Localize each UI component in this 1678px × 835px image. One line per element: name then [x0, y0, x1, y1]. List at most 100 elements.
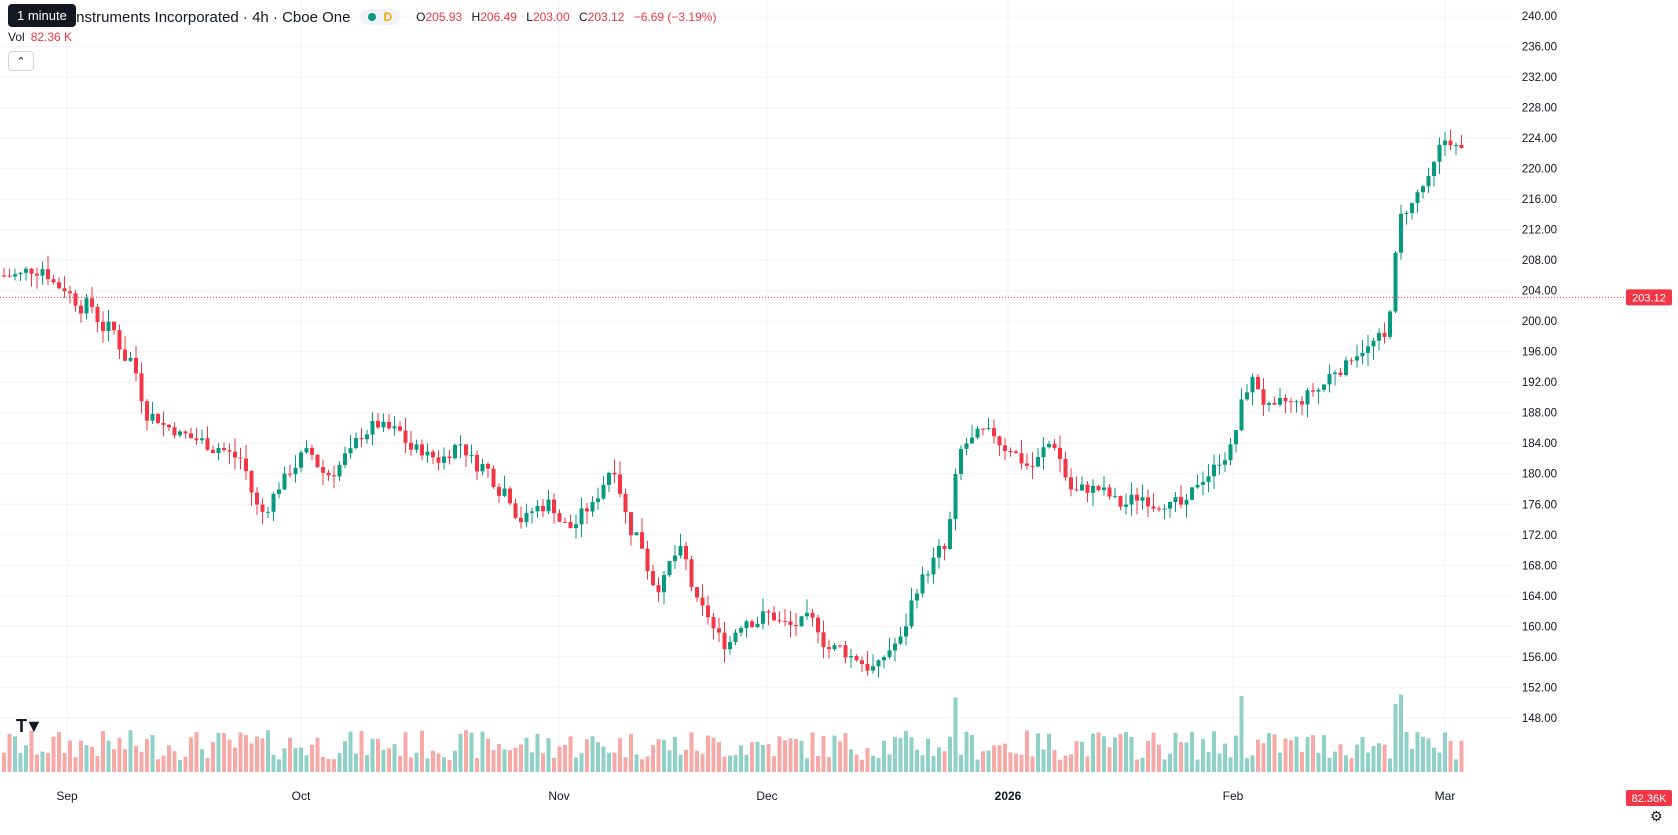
volume-bar	[469, 732, 474, 772]
candle-body	[128, 357, 133, 361]
volume-bar	[761, 744, 765, 772]
candle-body	[755, 623, 760, 627]
gear-icon[interactable]: ⚙	[1650, 808, 1663, 824]
tradingview-logo-icon[interactable]: T▼	[16, 716, 43, 736]
candle-body	[420, 444, 424, 456]
volume-bar	[1069, 754, 1073, 772]
symbol-title[interactable]: Instruments Incorporated · 4h · Cboe One	[72, 8, 351, 26]
candle-body	[194, 438, 199, 441]
candle-body	[607, 472, 611, 485]
volume-bar	[524, 737, 529, 772]
candle-body	[827, 647, 831, 650]
volume-bar	[282, 748, 287, 772]
candle-body	[249, 471, 254, 493]
volume-bar	[931, 755, 936, 772]
volume-bar	[255, 736, 259, 772]
candle-body	[398, 426, 402, 431]
volume-bar	[1124, 731, 1128, 772]
volume-bar	[183, 756, 188, 772]
volume-bar	[1245, 758, 1249, 772]
candle-body	[2, 275, 6, 277]
volume-bar	[326, 759, 331, 772]
candle-body	[794, 625, 798, 627]
candle-body	[552, 499, 556, 514]
volume-bar	[1107, 747, 1112, 772]
market-status[interactable]: D	[360, 9, 401, 25]
volume-bar	[975, 759, 980, 772]
candle-body	[656, 585, 661, 593]
volume-bar	[981, 751, 985, 772]
volume-bar	[1349, 758, 1354, 772]
volume-bar	[805, 758, 809, 772]
candle-body	[343, 453, 347, 465]
volume-bar	[123, 749, 127, 772]
candle-body	[205, 438, 210, 450]
volume-bar	[222, 733, 226, 772]
candle-body	[1036, 457, 1040, 467]
volume-bar	[370, 738, 375, 772]
candle-body	[1223, 460, 1227, 465]
volume-bar	[871, 755, 875, 772]
candle-body	[46, 269, 50, 280]
price-axis[interactable]: 240.00 236.00 232.00 228.00 224.00 220.00 216.…	[1522, 11, 1557, 725]
volume-bar	[1432, 747, 1436, 772]
volume-bar	[711, 737, 716, 772]
candle-body	[546, 499, 551, 512]
volume-bar	[1036, 733, 1040, 772]
candle-body	[1019, 453, 1024, 464]
price-tick-label: 220.00	[1522, 164, 1557, 176]
candle-body	[1393, 252, 1398, 312]
candle-body	[590, 501, 595, 512]
volume-bar	[1047, 733, 1051, 772]
price-tick-label: 152.00	[1522, 682, 1557, 694]
price-tick-label: 180.00	[1522, 469, 1557, 481]
volume-bar	[194, 732, 199, 772]
collapse-legend-button[interactable]: ⌃	[8, 51, 34, 71]
volume-bar	[1212, 731, 1216, 772]
volume-bar	[1283, 738, 1288, 772]
candle-body	[1047, 443, 1051, 448]
candle-body	[1415, 192, 1420, 203]
volume-bar	[1344, 755, 1348, 772]
candle-body	[1140, 497, 1145, 501]
candle-body	[304, 448, 309, 453]
candle-body	[51, 279, 56, 283]
candle-body	[1426, 176, 1431, 187]
candle-body	[1322, 384, 1326, 390]
candle-body	[73, 293, 78, 306]
candle-body	[1267, 402, 1271, 405]
candle-body	[1085, 484, 1090, 493]
candle-body	[145, 401, 149, 421]
candle-body	[1366, 346, 1370, 353]
volume-bar	[1080, 741, 1084, 772]
candle-body	[403, 430, 408, 443]
candle-body	[101, 321, 105, 331]
volume-bar	[211, 741, 215, 772]
volume-bar	[612, 752, 617, 772]
volume-bar	[1239, 696, 1244, 772]
candle-body	[442, 456, 446, 463]
volume-bar	[689, 732, 694, 772]
candle-body	[832, 645, 837, 650]
candle-body	[172, 427, 177, 436]
volume-bar	[106, 740, 111, 772]
candle-body	[1448, 140, 1453, 146]
volume-bar	[1294, 736, 1299, 772]
candle-body	[640, 532, 644, 549]
volume-bar	[35, 754, 39, 772]
time-axis[interactable]: Sep Oct Nov Dec 2026 Feb Mar	[56, 789, 1455, 803]
candle-body	[431, 451, 435, 458]
candle-body	[282, 473, 287, 490]
candle-body	[618, 474, 622, 494]
candle-body	[1151, 506, 1156, 509]
chevron-up-icon: ⌃	[16, 55, 26, 68]
volume-bar	[717, 742, 721, 772]
candle-body	[673, 555, 677, 562]
volume-bar	[414, 752, 419, 772]
volume-bar	[1190, 731, 1194, 772]
candle-body	[766, 611, 771, 613]
volume-bar	[1393, 703, 1398, 772]
candle-body	[942, 545, 947, 549]
volume-bar	[1019, 754, 1024, 772]
